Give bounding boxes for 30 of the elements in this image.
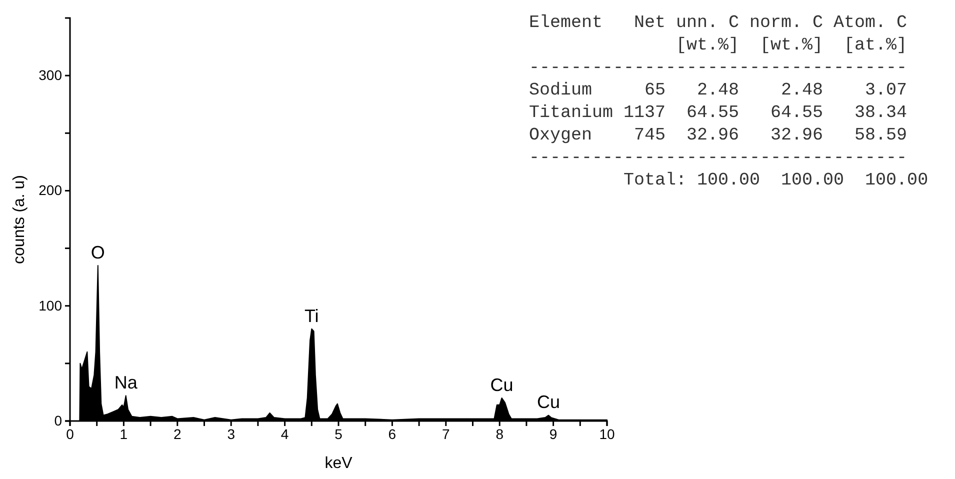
annotation: Na <box>114 372 138 393</box>
x-tick-label: 8 <box>496 426 504 442</box>
annotation: ------------------------------------ <box>529 58 908 78</box>
x-tick-label: 0 <box>66 426 74 442</box>
x-tick-label: 4 <box>280 426 289 442</box>
x-tick-label: 2 <box>174 426 182 442</box>
x-tick-label: 9 <box>549 426 558 442</box>
x-tick-label: 6 <box>388 426 396 442</box>
annotation: Cu <box>490 374 514 395</box>
annotation: Oxygen 745 32.96 32.96 58.59 <box>529 126 908 146</box>
annotation: Cu <box>536 392 560 412</box>
annotation: O <box>90 242 105 263</box>
annotation: Element Net unn. C norm. C Atom. C <box>529 13 908 33</box>
annotation: Sodium 65 2.48 2.48 3.07 <box>529 80 908 100</box>
x-tick-label: 5 <box>334 426 343 442</box>
y-tick-label: 200 <box>38 182 62 198</box>
x-tick-label: 7 <box>442 426 450 442</box>
x-tick-label: 10 <box>599 426 615 442</box>
y-tick-label: 0 <box>54 412 62 428</box>
y-axis-title: counts (a. u) <box>11 175 28 264</box>
annotation: ------------------------------------ <box>529 148 908 168</box>
x-tick-label: 1 <box>120 426 128 442</box>
text: [wt.%] [wt.%] [at.%] <box>529 36 908 56</box>
y-tick-label: 100 <box>38 297 62 314</box>
x-axis-title: keV <box>324 455 353 472</box>
y-tick-label: 300 <box>38 67 62 84</box>
x-tick-label: 3 <box>227 426 236 442</box>
annotation: Titanium 1137 64.55 64.55 38.34 <box>529 103 908 123</box>
annotation: Ti <box>304 306 319 326</box>
text: Total: 100.00 100.00 100.00 <box>529 170 928 190</box>
